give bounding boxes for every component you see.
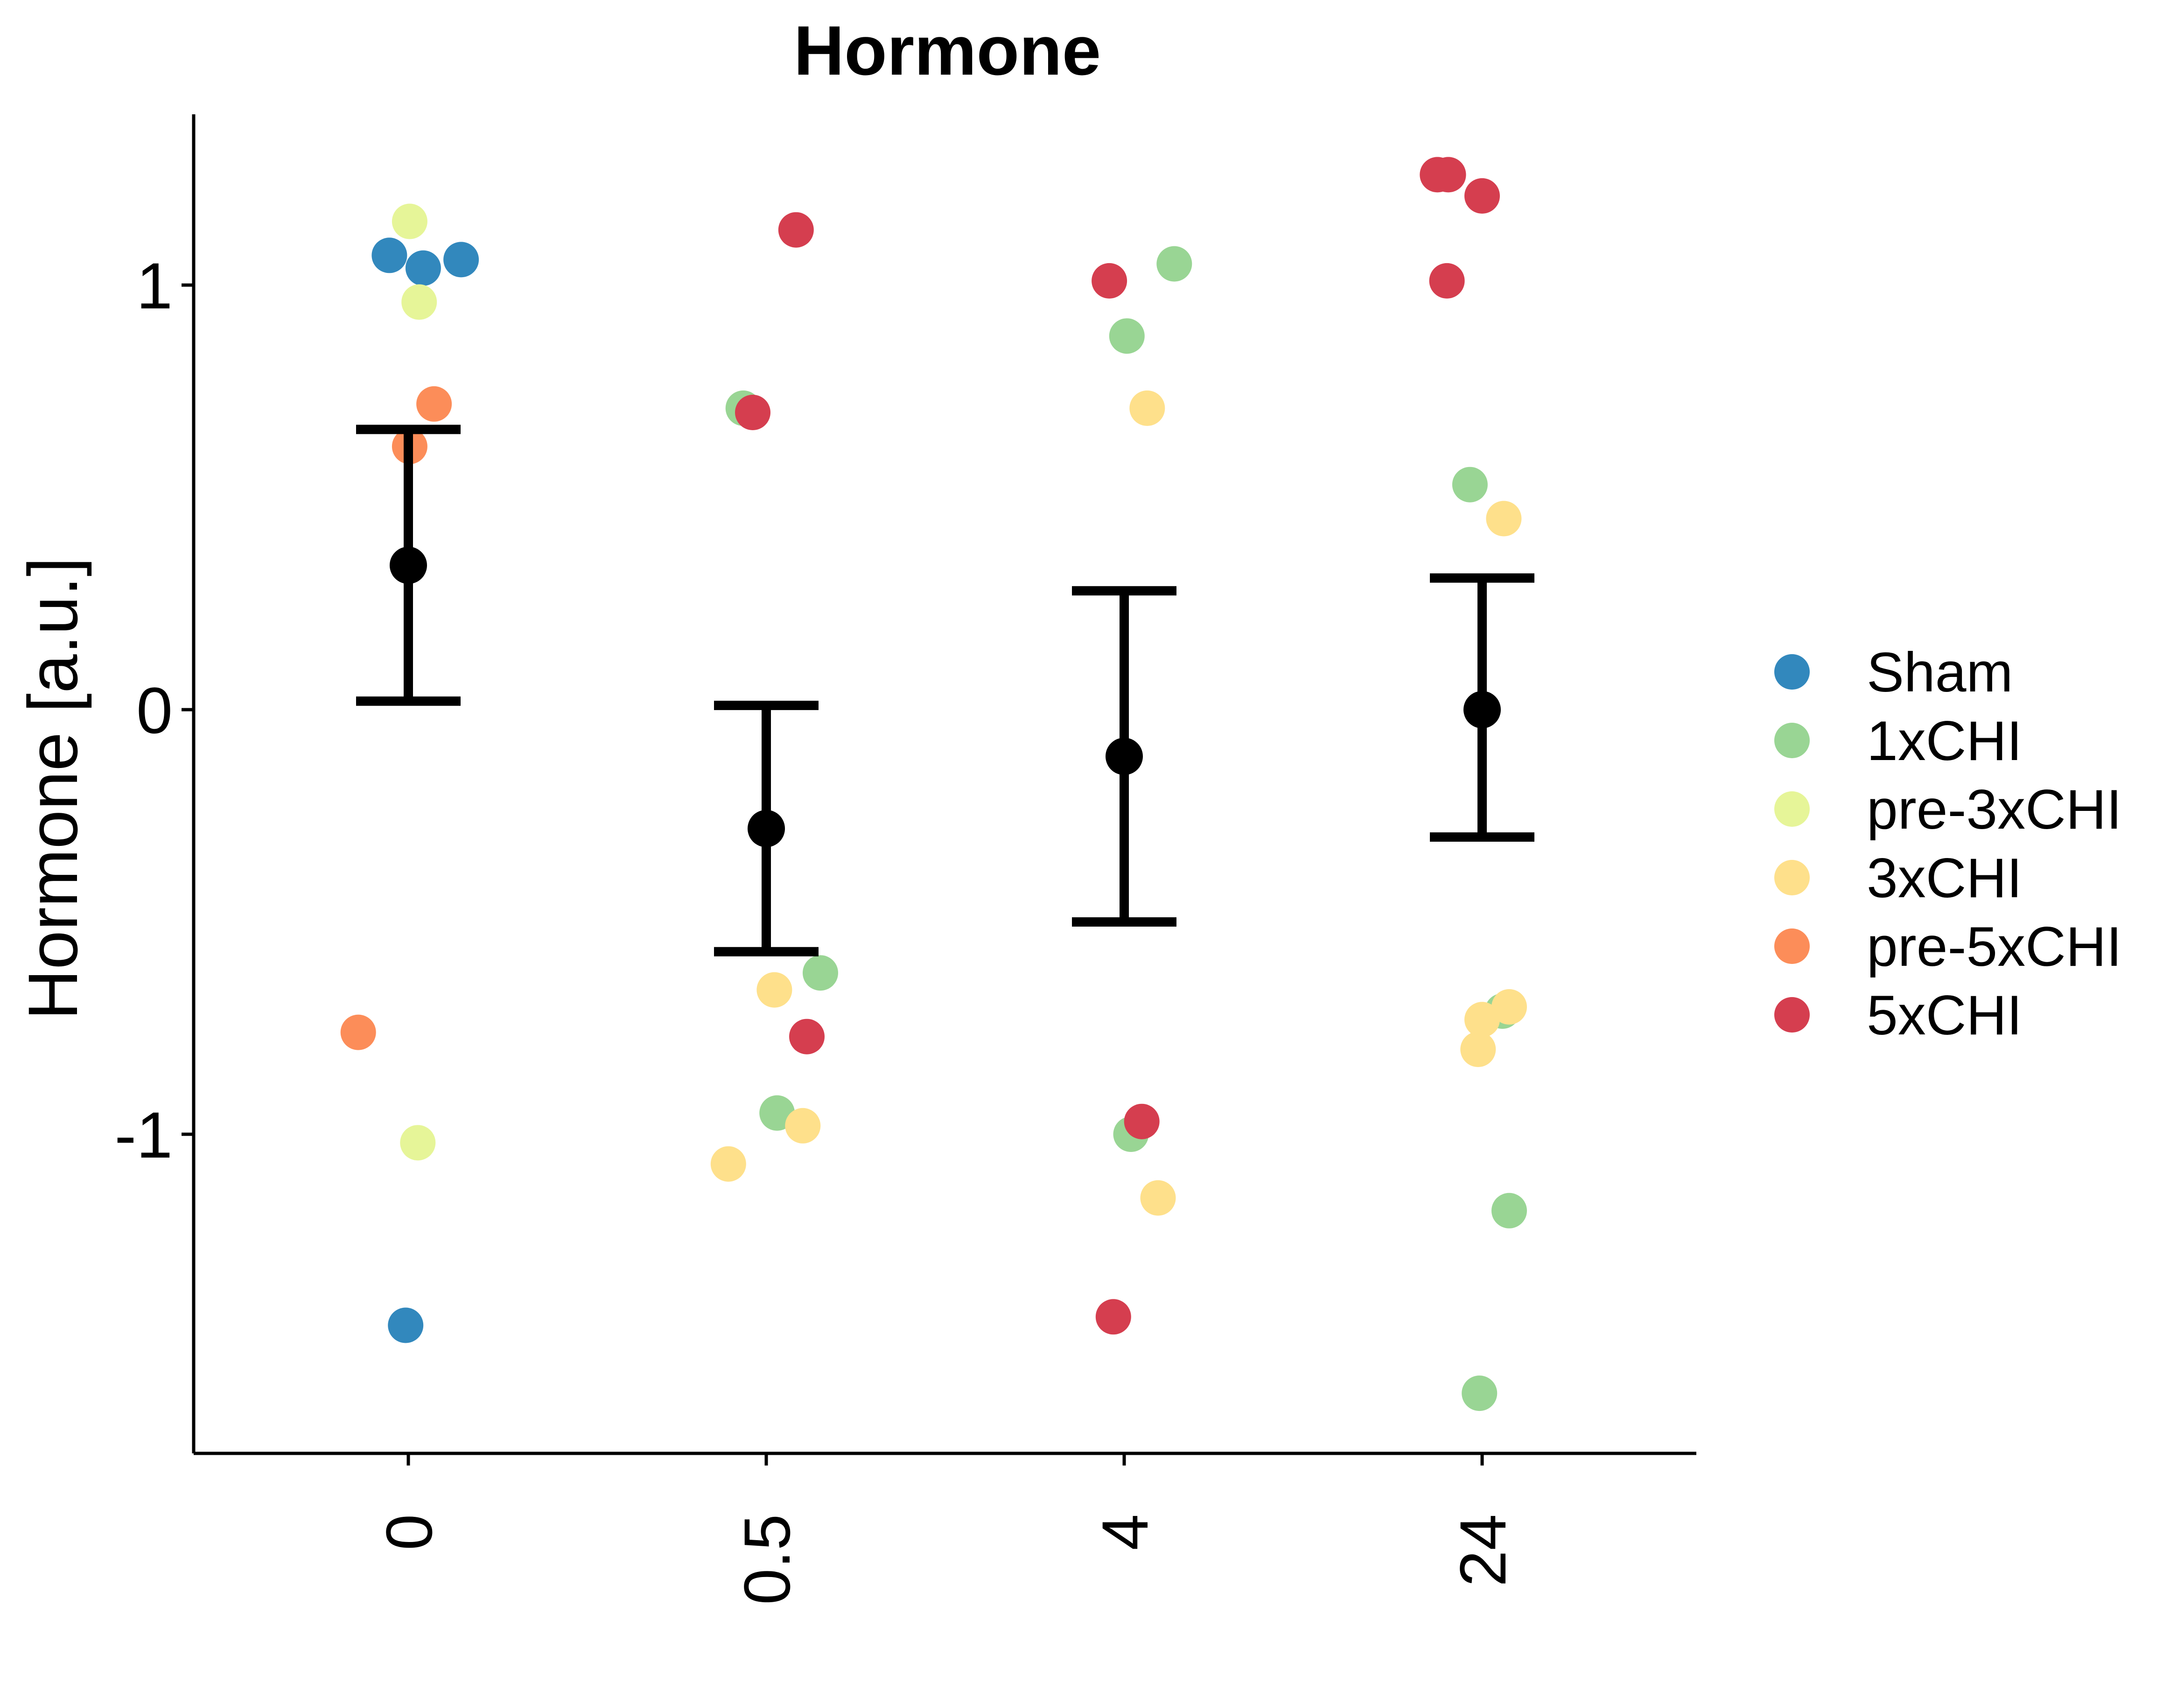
mean-point bbox=[1463, 691, 1501, 728]
legend-label: pre-5xCHI bbox=[1867, 915, 2122, 978]
legend-marker bbox=[1774, 997, 1810, 1033]
y-axis-title: Hormone [a.u.] bbox=[14, 557, 92, 1020]
data-point bbox=[401, 284, 437, 320]
data-point bbox=[388, 1307, 424, 1343]
y-tick-label: 0 bbox=[136, 674, 173, 747]
x-tick-label: 0.5 bbox=[730, 1514, 804, 1605]
data-point bbox=[1460, 1032, 1496, 1067]
data-point bbox=[1156, 246, 1192, 282]
data-point bbox=[1491, 1193, 1527, 1228]
data-point bbox=[340, 1014, 376, 1050]
data-point bbox=[1092, 263, 1127, 299]
legend-marker bbox=[1774, 723, 1810, 758]
data-point bbox=[778, 212, 814, 248]
data-point bbox=[1124, 1103, 1160, 1139]
data-point bbox=[756, 972, 792, 1008]
data-point bbox=[1429, 263, 1465, 299]
chart-title: Hormone bbox=[794, 11, 1101, 90]
mean-point bbox=[748, 810, 785, 847]
data-point bbox=[400, 1125, 436, 1161]
data-point bbox=[789, 1019, 825, 1054]
data-point bbox=[1140, 1180, 1176, 1216]
y-tick-label: 1 bbox=[136, 249, 173, 322]
legend-label: Sham bbox=[1867, 641, 2013, 704]
legend-label: 3xCHI bbox=[1867, 847, 2022, 909]
data-point bbox=[785, 1108, 821, 1144]
data-point bbox=[1095, 1299, 1131, 1335]
data-point bbox=[803, 955, 838, 991]
x-tick-label: 0 bbox=[372, 1514, 446, 1550]
data-point bbox=[1491, 989, 1527, 1025]
data-point bbox=[416, 386, 452, 422]
data-point bbox=[405, 250, 441, 286]
data-point bbox=[392, 203, 427, 239]
data-point bbox=[371, 237, 407, 273]
data-point bbox=[1464, 178, 1500, 214]
x-tick-label: 4 bbox=[1088, 1514, 1162, 1550]
data-point bbox=[443, 242, 479, 278]
legend-marker bbox=[1774, 928, 1810, 964]
data-point bbox=[1452, 467, 1488, 503]
x-tick-label: 24 bbox=[1446, 1514, 1519, 1587]
data-point bbox=[1462, 1375, 1498, 1411]
data-point bbox=[1486, 501, 1522, 537]
legend-marker bbox=[1774, 654, 1810, 690]
data-point bbox=[710, 1146, 746, 1182]
data-point bbox=[1464, 1002, 1500, 1038]
mean-point bbox=[1106, 738, 1143, 775]
plot-area: -1 0 1 0 0.5 4 24 bbox=[115, 114, 1696, 1605]
legend-label: 5xCHI bbox=[1867, 984, 2022, 1047]
legend-label: pre-3xCHI bbox=[1867, 778, 2122, 841]
legend-marker bbox=[1774, 860, 1810, 895]
data-point bbox=[1430, 157, 1466, 193]
data-point bbox=[735, 395, 770, 430]
y-tick-label: -1 bbox=[115, 1098, 173, 1172]
legend-marker bbox=[1774, 791, 1810, 827]
data-point bbox=[1129, 390, 1165, 426]
data-point bbox=[1109, 318, 1145, 354]
legend-label: 1xCHI bbox=[1867, 710, 2022, 772]
mean-point bbox=[390, 546, 427, 584]
